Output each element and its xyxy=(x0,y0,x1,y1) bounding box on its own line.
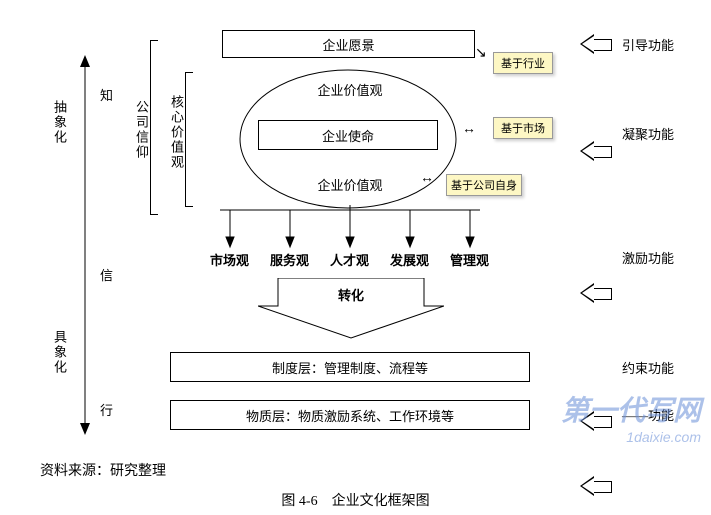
watermark-url: 1daixie.com xyxy=(626,429,701,445)
func-constraint: 约束功能 xyxy=(622,358,674,377)
func-cohesion: 凝聚功能 xyxy=(622,124,674,143)
fanout-arrows xyxy=(210,205,500,255)
conn-industry: ↘ xyxy=(475,47,487,61)
arrow-incentive xyxy=(582,284,612,302)
values-top-label: 企业价值观 xyxy=(300,80,400,99)
transform-label: 转化 xyxy=(258,285,444,304)
axis-bottom-label: 具象化 xyxy=(50,330,69,375)
note-company-text: 基于公司自身 xyxy=(451,177,517,193)
axis-marker-0: 知 xyxy=(100,85,113,104)
view-3: 发展观 xyxy=(390,250,429,269)
material-layer-box: 物质层：物质激励系统、工作环境等 xyxy=(170,400,530,430)
group-inner-label: 核心价值观 xyxy=(167,95,186,170)
conn-market: ↔ xyxy=(462,123,476,137)
axis-top-label: 抽象化 xyxy=(50,100,69,145)
arrow-cohesion xyxy=(582,142,612,160)
axis-marker-2: 行 xyxy=(100,400,113,419)
view-0: 市场观 xyxy=(210,250,249,269)
source-text: 资料来源：研究整理 xyxy=(40,460,166,480)
mission-box: 企业使命 xyxy=(258,120,438,150)
note-market: 基于市场 xyxy=(493,117,553,139)
system-layer-label: 制度层：管理制度、流程等 xyxy=(272,358,428,377)
material-layer-label: 物质层：物质激励系统、工作环境等 xyxy=(246,406,454,425)
vision-label: 企业愿景 xyxy=(322,35,374,54)
mission-label: 企业使命 xyxy=(322,126,374,145)
bracket-outer xyxy=(150,40,158,215)
note-company: 基于公司自身 xyxy=(446,174,522,196)
arrow-guide xyxy=(582,35,612,53)
func-guide: 引导功能 xyxy=(622,35,674,54)
func-incentive: 激励功能 xyxy=(622,248,674,267)
group-outer-label: 公司信仰 xyxy=(132,100,151,160)
note-market-text: 基于市场 xyxy=(501,120,545,136)
values-bottom-label: 企业价值观 xyxy=(300,175,400,194)
conn-company: ↔ xyxy=(420,172,434,186)
vision-box: 企业愿景 xyxy=(222,30,475,58)
vertical-axis xyxy=(76,55,94,435)
axis-marker-1: 信 xyxy=(100,265,113,284)
caption-text: 图 4-6 企业文化框架图 xyxy=(0,490,711,510)
bracket-inner xyxy=(185,72,193,207)
view-2: 人才观 xyxy=(330,250,369,269)
system-layer-box: 制度层：管理制度、流程等 xyxy=(170,352,530,382)
view-1: 服务观 xyxy=(270,250,309,269)
note-industry: 基于行业 xyxy=(493,52,553,74)
view-4: 管理观 xyxy=(450,250,489,269)
note-industry-text: 基于行业 xyxy=(501,55,545,71)
